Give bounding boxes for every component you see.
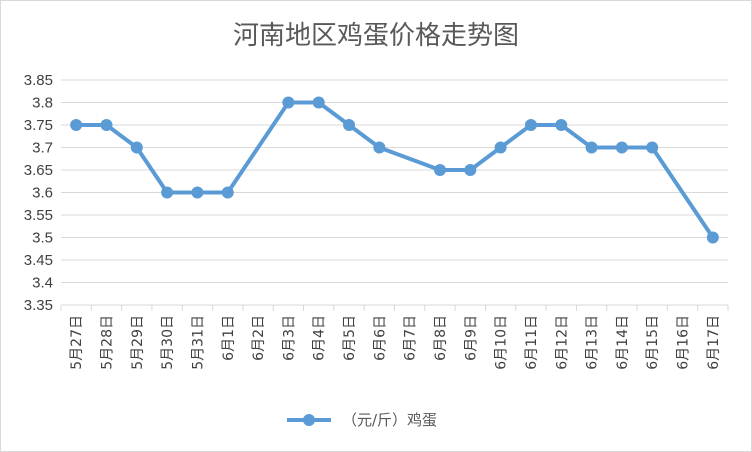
data-point[interactable] — [221, 186, 234, 199]
data-point[interactable] — [433, 164, 446, 176]
data-point[interactable] — [646, 141, 659, 154]
y-tick-label: 3.85 — [24, 72, 53, 89]
x-tick-label: 5月28日 — [99, 315, 115, 370]
data-point[interactable] — [706, 231, 719, 244]
chart-title: 河南地区鸡蛋价格走势图 — [233, 21, 519, 51]
x-tick-label: 6月13日 — [585, 315, 601, 370]
data-point[interactable] — [70, 119, 83, 131]
x-tick-label: 6月15日 — [645, 315, 661, 370]
legend-point-marker — [303, 414, 315, 426]
y-tick-label: 3.35 — [24, 297, 53, 314]
x-tick-label: 5月29日 — [130, 315, 146, 370]
x-tick-label: 5月30日 — [160, 315, 176, 370]
data-point[interactable] — [494, 141, 507, 154]
x-tick-label: 6月7日 — [403, 315, 419, 361]
x-tick-label: 6月6日 — [372, 315, 388, 361]
y-tick-label: 3.4 — [32, 275, 53, 292]
data-point[interactable] — [282, 96, 295, 109]
y-tick-label: 3.7 — [32, 140, 53, 157]
data-point[interactable] — [161, 186, 174, 199]
data-point[interactable] — [373, 141, 386, 154]
data-point[interactable] — [555, 119, 568, 131]
x-tick-label: 6月1日 — [221, 315, 237, 361]
gridlines — [60, 79, 729, 311]
data-point[interactable] — [191, 186, 204, 199]
x-tick-label: 6月5日 — [342, 315, 358, 361]
y-tick-label: 3.75 — [24, 117, 53, 134]
data-point[interactable] — [464, 164, 477, 176]
x-tick-label: 6月12日 — [554, 315, 570, 370]
x-tick-label: 5月31日 — [190, 315, 206, 370]
data-point[interactable] — [524, 119, 537, 131]
x-tick-label: 6月14日 — [615, 315, 631, 370]
legend[interactable]: （元/斤）鸡蛋 — [287, 411, 437, 429]
x-tick-label: 6月9日 — [463, 315, 479, 361]
y-tick-label: 3.65 — [24, 162, 53, 179]
x-tick-label: 6月11日 — [524, 315, 540, 370]
x-tick-label: 6月17日 — [706, 315, 722, 370]
x-tick-label: 6月3日 — [281, 315, 297, 361]
x-tick-label: 5月27日 — [69, 315, 85, 370]
data-point[interactable] — [130, 141, 143, 154]
x-tick-label: 6月10日 — [494, 315, 510, 370]
data-point[interactable] — [615, 141, 628, 154]
y-tick-label: 3.45 — [24, 252, 53, 269]
data-point[interactable] — [100, 119, 113, 131]
y-tick-label: 3.5 — [32, 230, 53, 247]
x-tick-label: 6月4日 — [312, 315, 328, 361]
y-tick-label: 3.8 — [32, 95, 53, 112]
data-point[interactable] — [343, 119, 356, 131]
x-axis-ticks: 5月27日 5月28日 5月29日 5月30日 5月31日 6月1日 6月2日 6月3日 6月4… — [69, 315, 722, 370]
y-tick-label: 3.6 — [32, 185, 53, 202]
y-axis-ticks: 3.35 3.4 3.45 3.5 3.55 3.6 3.65 3.7 3.75 3.8 3.85 — [24, 72, 53, 314]
series-layer — [70, 96, 719, 244]
data-point[interactable] — [585, 141, 598, 154]
x-tick-label: 6月16日 — [676, 315, 692, 370]
x-tick-label: 6月8日 — [433, 315, 449, 361]
legend-label: （元/斤）鸡蛋 — [342, 411, 437, 429]
y-tick-label: 3.55 — [24, 207, 53, 224]
data-point[interactable] — [312, 96, 325, 109]
x-tick-label: 6月2日 — [251, 315, 267, 361]
